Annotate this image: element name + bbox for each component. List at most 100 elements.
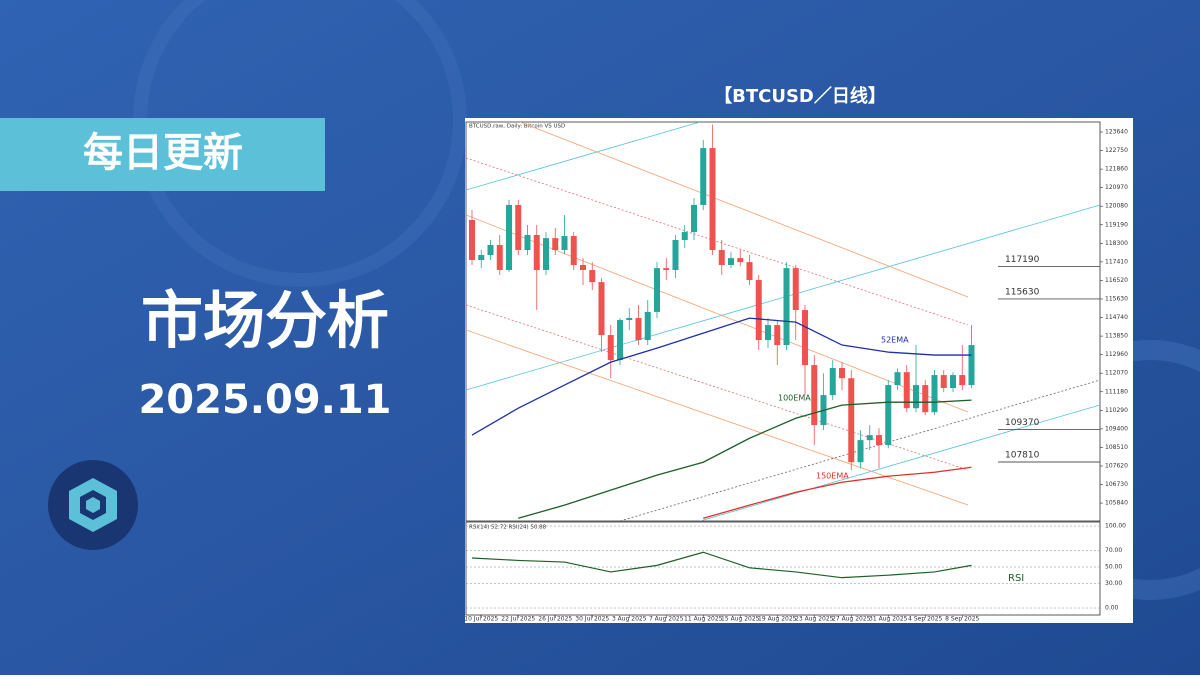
candle-body [654, 268, 660, 312]
x-tick-label: 7 Aug 2025 [649, 616, 684, 623]
y-tick-label: 112960 [1105, 351, 1128, 358]
candle-body [876, 435, 882, 446]
candle-body [635, 317, 642, 341]
candle-body [543, 238, 549, 271]
candle-body [626, 317, 633, 321]
candle-body [496, 244, 503, 271]
trendlines [466, 122, 1100, 521]
x-tick-label: 22 Jul 2025 [501, 616, 535, 623]
candle-body [792, 268, 799, 311]
rsi-tick-label: 0.00 [1105, 605, 1119, 612]
x-tick-label: 31 Aug 2025 [869, 616, 908, 623]
candle-body [561, 236, 568, 250]
x-tick-label: 19 Aug 2025 [758, 616, 797, 623]
y-tick-label: 118300 [1105, 240, 1128, 247]
chart-subtitle: BTCUSD.raw, Daily: Bitcoin VS USD [469, 124, 565, 130]
candle-body [765, 325, 771, 341]
y-tick-label: 105840 [1105, 500, 1128, 507]
candle-body [931, 375, 938, 413]
x-tick-label: 30 Jul 2025 [575, 616, 609, 623]
indicator-name: RSI [1008, 573, 1024, 584]
level-label: 117190 [1005, 255, 1040, 265]
x-tick-label: 15 Aug 2025 [721, 616, 760, 623]
y-tick-label: 123640 [1105, 129, 1128, 136]
candle-body [524, 234, 531, 250]
candle-body [570, 236, 577, 266]
candle-body [968, 345, 975, 386]
candle-body [922, 385, 929, 413]
y-tick-label: 107620 [1105, 462, 1128, 469]
logo [48, 460, 138, 550]
ema-label: 100EMA [778, 394, 811, 403]
price-frame [465, 121, 1101, 522]
rsi-tick-label: 100.00 [1105, 523, 1126, 530]
candle-body [691, 204, 697, 233]
candle-body [506, 204, 512, 271]
x-tick-label: 23 Aug 2025 [795, 616, 834, 623]
ema-label: 52EMA [881, 336, 909, 345]
candle-body [487, 244, 494, 255]
candle-body [848, 378, 855, 463]
candle-body [589, 270, 596, 283]
plot [469, 124, 975, 519]
candle-body [885, 385, 892, 446]
candle-body [515, 204, 522, 250]
level-label: 109370 [1005, 418, 1040, 428]
y-tick-label: 117410 [1105, 258, 1128, 265]
candle-body [700, 148, 707, 205]
candle-body [894, 372, 901, 386]
candle-body [728, 258, 734, 266]
headline: 市场分析 [141, 284, 389, 357]
candle-body [617, 320, 623, 361]
ema-label: 150EMA [816, 472, 849, 481]
candle-body [709, 148, 716, 250]
candle-body [940, 375, 947, 388]
x-tick-label: 26 Jul 2025 [538, 616, 572, 623]
ema-line [518, 399, 972, 519]
y-tick-label: 110290 [1105, 407, 1128, 414]
chart-panel [465, 118, 1133, 623]
candle-body [478, 255, 485, 261]
level-label: 115630 [1005, 287, 1040, 297]
x-tick-label: 4 Sep 2025 [908, 616, 942, 623]
candle-body [839, 367, 845, 379]
candle-body [802, 310, 808, 366]
ema-line [703, 466, 972, 519]
y-tick-label: 106730 [1105, 481, 1128, 488]
y-tick-label: 114740 [1105, 314, 1128, 321]
indicator-title: RSI(14) 52.72 RSI(24) 50.88 [469, 525, 547, 531]
candle-body [580, 265, 586, 271]
candle-body [783, 268, 790, 346]
ema-line [471, 317, 972, 436]
candle-body [903, 372, 910, 409]
candle-body [913, 385, 919, 409]
candle-body [950, 375, 956, 388]
rsi-tick-label: 50.00 [1105, 564, 1122, 571]
candle-body [755, 280, 762, 341]
y-tick-label: 120970 [1105, 184, 1128, 191]
candle-body [533, 234, 540, 271]
y-tick-label: 121860 [1105, 166, 1128, 173]
candle-body [718, 249, 725, 266]
x-tick-label: 3 Aug 2025 [612, 616, 647, 623]
rsi-tick-label: 30.00 [1105, 580, 1122, 587]
candle-body [866, 435, 873, 441]
y-tick-label: 116520 [1105, 277, 1128, 284]
candle-body [607, 335, 614, 361]
candle-body [552, 238, 559, 250]
candle-body [811, 365, 818, 426]
x-tick-label: 10 Jul 2025 [464, 616, 498, 623]
candle-body [857, 440, 864, 463]
candle-body [663, 268, 670, 271]
y-tick-label: 119190 [1105, 221, 1128, 228]
banner-text: 每日更新 [83, 130, 243, 176]
candle-body [598, 282, 605, 336]
candle-body [959, 375, 966, 386]
y-tick-label: 111180 [1105, 388, 1128, 395]
rsi-line [471, 551, 972, 579]
x-tick-label: 27 Aug 2025 [832, 616, 871, 623]
rsi-frame [465, 521, 1101, 616]
y-tick-label: 108510 [1105, 444, 1128, 451]
